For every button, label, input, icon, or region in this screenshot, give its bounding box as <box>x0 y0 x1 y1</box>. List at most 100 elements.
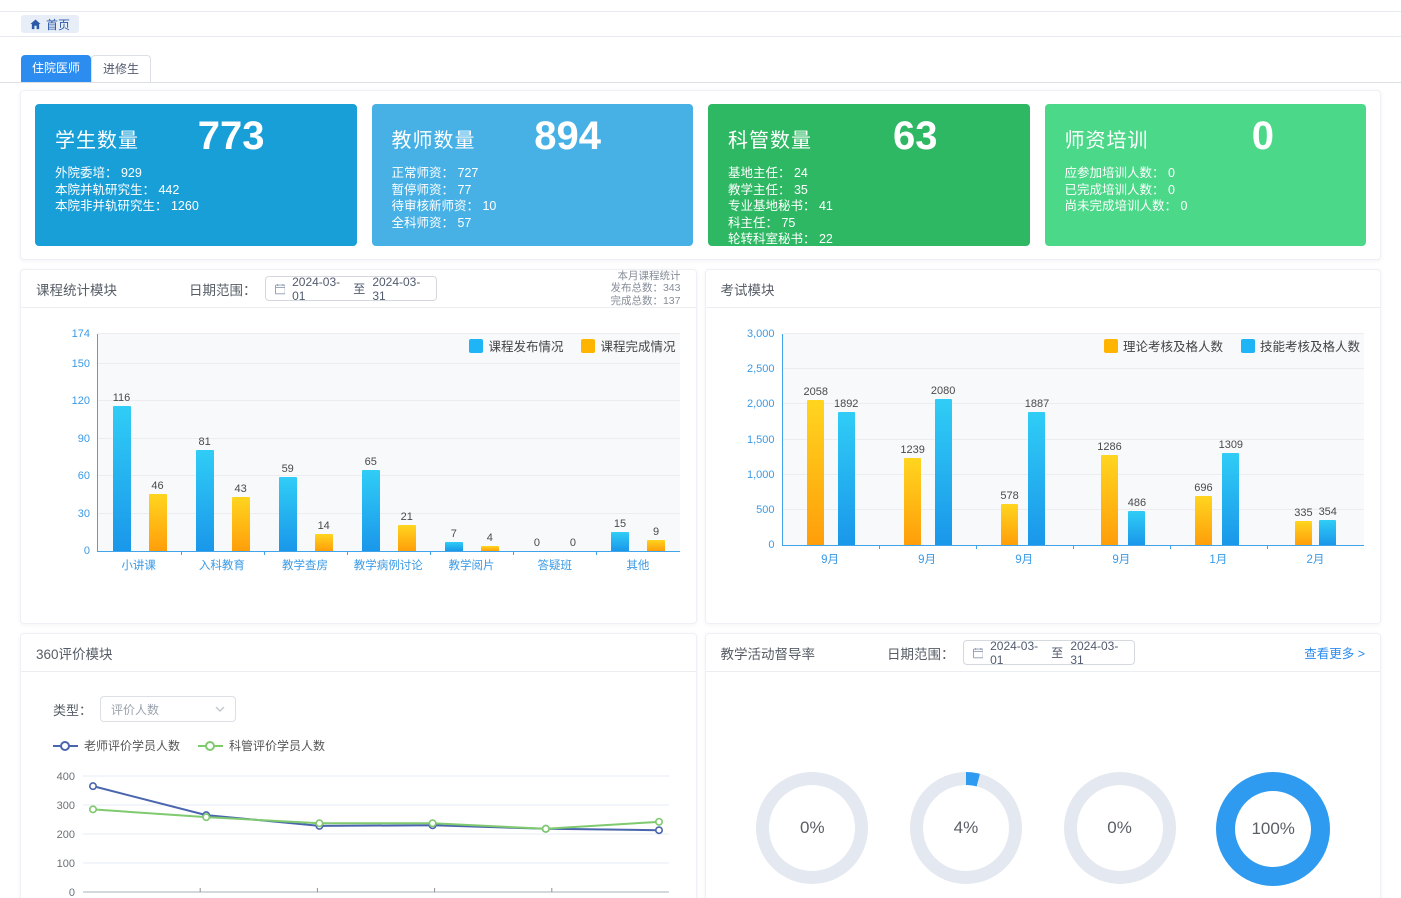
bar-wrap: 0 <box>528 334 546 551</box>
x-axis-category-label: 9月 <box>821 554 839 566</box>
tab-trainee[interactable]: 进修生 <box>91 55 152 82</box>
legend-item: 课程完成情况 <box>581 336 676 355</box>
donut-percent-label: 100% <box>1251 819 1295 838</box>
calendar-icon <box>274 283 286 294</box>
bar-value-label: 4 <box>486 532 493 545</box>
x-axis-category-label: 教学阅片 <box>448 560 495 572</box>
supervision-view-more-link[interactable]: 查看更多 > <box>1304 647 1365 661</box>
svg-text:400: 400 <box>57 771 75 783</box>
bar-group: 578 1887 <box>976 334 1073 545</box>
stat-card-item: 专业基地秘书： 41 <box>728 199 833 213</box>
stat-card-title: 教师数量 <box>391 130 476 152</box>
bar-wrap: 116 <box>112 334 131 551</box>
bar-wrap: 335 <box>1294 334 1313 545</box>
bar-value-label: 81 <box>198 435 211 448</box>
x-axis-tick <box>596 551 598 555</box>
x-axis-tick <box>1073 545 1075 549</box>
breadcrumb-home-label: 首页 <box>46 17 71 32</box>
stat-card-head: 教师数量 894 <box>392 114 674 159</box>
bar-value-label: 335 <box>1294 507 1313 520</box>
stat-card-title: 学生数量 <box>55 130 139 152</box>
donut-cell: 100% <box>1196 772 1350 886</box>
bars-row: 2058 1892 1239 2080 578 1887 1286 486 696 1309 335… <box>783 334 1365 545</box>
y-axis-tick-label: 500 <box>756 503 775 516</box>
supervision-date-label: 日期范围： <box>887 646 955 662</box>
gridline <box>782 368 1364 370</box>
x-axis-tick <box>1170 545 1172 549</box>
bar <box>112 406 131 551</box>
svg-text:200: 200 <box>57 829 75 841</box>
stat-card-item: 科主任： 75 <box>728 215 796 230</box>
eval360-module-panel: 360评价模块 类型： 评价人数 老师评价学员人数 科管评价学员人数 0 100 20… <box>20 633 697 898</box>
stat-card-item: 应参加培训人数： 0 <box>1064 166 1175 180</box>
gridline <box>782 438 1364 440</box>
bar-group: 1286 486 <box>1073 334 1170 545</box>
bar-wrap: 43 <box>231 334 250 551</box>
bar-group: 65 21 <box>347 334 430 551</box>
breadcrumb[interactable]: 首页 <box>21 15 80 33</box>
x-axis-labels: 9月 9月 9月 9月 1月 2月 <box>782 551 1365 567</box>
x-axis-category-label: 9月 <box>918 554 937 566</box>
svg-text:0: 0 <box>69 887 75 898</box>
donut-percent-label: 4% <box>953 818 979 837</box>
bar-wrap: 578 <box>1000 334 1019 545</box>
stat-card-value: 894 <box>534 114 601 158</box>
bar-group: 59 14 <box>264 334 347 551</box>
y-axis-tick-label: 120 <box>71 395 90 408</box>
eval360-type-select[interactable]: 评价人数 <box>100 696 237 722</box>
bar-group: 1239 2080 <box>879 334 976 545</box>
bar-value-label: 46 <box>151 479 164 492</box>
course-date-picker[interactable]: 2024-03-01 至 2024-03-31 <box>264 275 437 303</box>
stat-card-teachers: 教师数量 894 正常师资： 727 暂停师资： 77 待审核新师资： 10 全科师资： … <box>371 104 693 246</box>
donut-gauge: 0% <box>1063 772 1176 884</box>
bar <box>1222 452 1240 545</box>
donut-gauge: 4% <box>909 772 1022 884</box>
legend-label: 技能考核及格人数 <box>1259 340 1360 354</box>
bar-wrap: 46 <box>148 334 167 551</box>
legend-label: 课程发布情况 <box>488 340 564 354</box>
x-axis-category-label: 小讲课 <box>121 560 156 572</box>
gridline <box>98 512 680 514</box>
course-date-label: 日期范围： <box>189 282 257 298</box>
eval360-module-header: 360评价模块 <box>21 634 696 672</box>
bar-value-label: 2058 <box>803 386 828 399</box>
y-axis-tick-label: 1,500 <box>746 433 775 446</box>
y-axis-tick-label: 174 <box>71 328 90 340</box>
summary-line: 发布总数：343 <box>610 282 681 295</box>
x-axis-category-label: 入科教育 <box>198 560 245 572</box>
course-month-summary: 本月课程统计 发布总数：343 完成总数：137 <box>610 270 680 308</box>
stat-card-items: 外院委培： 929 本院并轨研究生： 442 本院非并轨研究生： 1260 <box>55 165 337 215</box>
bars-row: 116 46 81 43 59 14 65 21 7 4 0 0 15 9 <box>98 334 680 551</box>
bar-group: 2058 1892 <box>783 334 880 545</box>
stat-card-item: 正常师资： 727 <box>391 166 479 180</box>
line-marker-icon <box>198 741 224 751</box>
bar-value-label: 0 <box>533 537 540 549</box>
bar <box>278 477 297 551</box>
bar-value-label: 59 <box>281 463 294 476</box>
bar <box>934 398 952 545</box>
supervision-date-picker[interactable]: 2024-03-01 至 2024-03-31 <box>962 639 1135 667</box>
bar <box>444 542 463 551</box>
stat-card-value: 63 <box>893 114 938 158</box>
bar-wrap: 1892 <box>834 334 858 545</box>
x-axis-category-label: 教学查房 <box>282 560 329 572</box>
tab-resident-physician[interactable]: 住院医师 <box>21 55 92 82</box>
bar-group: 81 43 <box>181 334 264 551</box>
stat-card-items: 正常师资： 727 暂停师资： 77 待审核新师资： 10 全科师资： 57 <box>392 165 674 231</box>
svg-text:100: 100 <box>57 858 75 870</box>
stat-card-item: 尚未完成培训人数： 0 <box>1064 199 1188 213</box>
line-chart-svg: 0 100 200 300 400 <box>57 771 669 898</box>
stat-card-head: 科管数量 63 <box>728 114 1010 159</box>
bar <box>231 497 250 551</box>
stat-card-item: 轮转科室秘书： 22 <box>728 232 833 246</box>
exam-module-panel: 考试模块 理论考核及格人数 技能考核及格人数 0 500 1,000 1,500 2,000… <box>704 269 1381 624</box>
legend-swatch-icon <box>1103 338 1118 353</box>
x-axis-tick <box>976 545 978 549</box>
supervision-date-range: 日期范围： 2024-03-01 至 2024-03-31 <box>887 639 1135 667</box>
x-axis-tick <box>1267 545 1269 549</box>
bar-value-label: 0 <box>569 537 576 549</box>
stat-card-title: 科管数量 <box>728 130 812 152</box>
bar-value-label: 65 <box>364 455 377 468</box>
bar <box>611 532 629 551</box>
